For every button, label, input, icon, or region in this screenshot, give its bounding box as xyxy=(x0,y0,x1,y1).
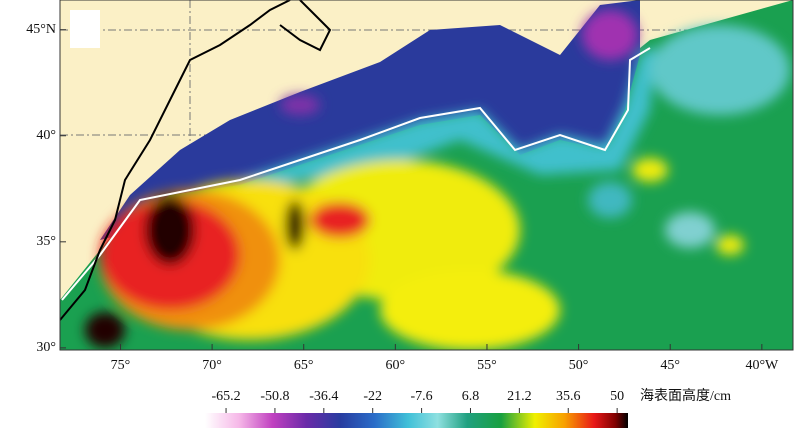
lat-label: 30° xyxy=(36,340,56,355)
colorbar-tick-label: -22 xyxy=(363,389,382,404)
lat-label: 45°N xyxy=(26,22,56,37)
lat-label: 40° xyxy=(36,128,56,143)
map-frame xyxy=(59,0,794,351)
colorbar-tick-label: -50.8 xyxy=(260,389,289,404)
colorbar-tick-label: -7.6 xyxy=(411,389,433,404)
colorbar-title: 海表面高度/cm xyxy=(640,387,731,404)
map-field xyxy=(60,0,793,350)
colorbar-tick-label: -36.4 xyxy=(309,389,338,404)
colorbar-tick-label: 50 xyxy=(610,389,624,404)
lon-label: 40°W xyxy=(745,358,779,373)
lon-label: 75° xyxy=(111,358,131,373)
colorbar-tick-label: 35.6 xyxy=(556,389,581,404)
lon-label: 50° xyxy=(569,358,589,373)
lon-label: 45° xyxy=(660,358,680,373)
colorbar xyxy=(205,413,628,428)
lon-label: 60° xyxy=(386,358,406,373)
colorbar-tick-label: -65.2 xyxy=(211,389,240,404)
lat-label: 35° xyxy=(36,234,56,249)
colorbar-tick-label: 6.8 xyxy=(462,389,480,404)
colorbar-tick-label: 21.2 xyxy=(507,389,532,404)
lon-label: 55° xyxy=(477,358,497,373)
lon-label: 65° xyxy=(294,358,314,373)
lon-label: 70° xyxy=(202,358,222,373)
